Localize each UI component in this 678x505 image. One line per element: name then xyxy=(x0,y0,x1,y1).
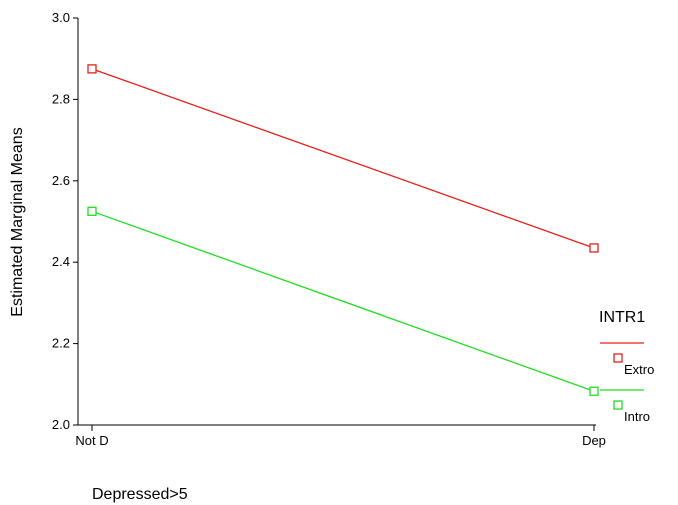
legend-item: Intro xyxy=(600,389,650,424)
data-point-marker xyxy=(589,243,599,253)
series-line xyxy=(91,210,595,392)
x-tick-label: Not D xyxy=(75,433,108,448)
data-point-marker xyxy=(87,206,97,216)
y-axis-title: Estimated Marginal Means xyxy=(9,127,26,316)
y-tick-label: 2.2 xyxy=(52,336,70,351)
y-tick-label: 2.0 xyxy=(52,417,70,432)
y-tick-label: 2.4 xyxy=(52,254,70,269)
x-axis-ticks: Not D Dep xyxy=(75,425,606,448)
series-intro xyxy=(87,206,599,396)
axes xyxy=(77,18,596,426)
y-tick-label: 2.6 xyxy=(52,173,70,188)
legend-label: Extro xyxy=(624,362,654,377)
data-point-marker xyxy=(589,386,599,396)
x-axis-title: Depressed>5 xyxy=(92,486,188,503)
series-extro xyxy=(87,64,599,253)
y-tick-label: 2.8 xyxy=(52,91,70,106)
legend-title: INTR1 xyxy=(599,309,645,326)
y-axis-ticks: 2.0 2.2 2.4 2.6 2.8 3.0 xyxy=(52,10,78,432)
legend-item: Extro xyxy=(600,342,654,377)
legend-label: Intro xyxy=(624,409,650,424)
legend: INTR1 Extro Intro xyxy=(599,309,654,424)
series-line xyxy=(91,68,595,249)
legend-items: Extro Intro xyxy=(600,342,654,424)
series-group xyxy=(87,64,599,396)
y-tick-label: 3.0 xyxy=(52,10,70,25)
legend-marker xyxy=(613,353,623,363)
legend-marker xyxy=(613,400,623,410)
data-point-marker xyxy=(87,64,97,74)
x-tick-label: Dep xyxy=(582,433,606,448)
